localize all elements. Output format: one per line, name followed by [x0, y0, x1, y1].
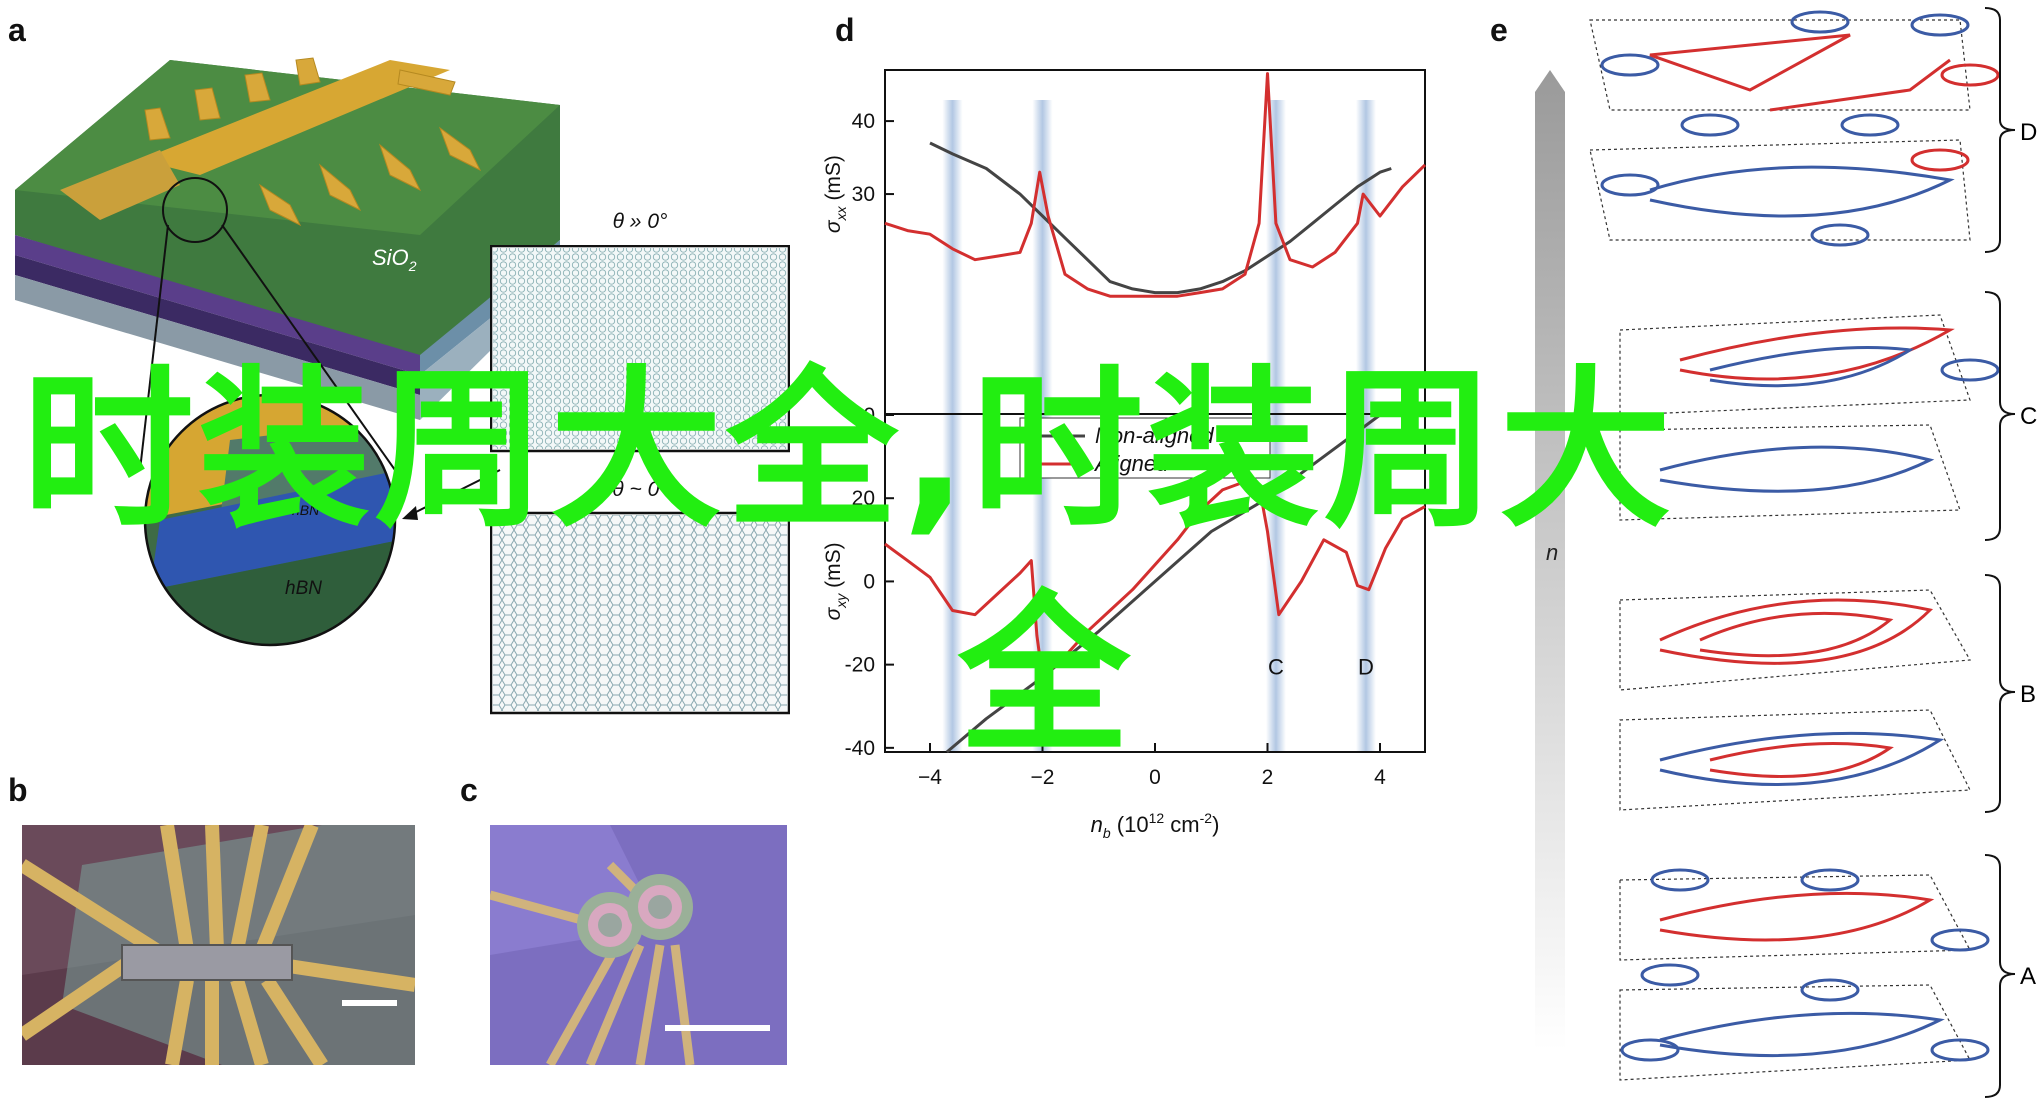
contour-lobe: [1940, 358, 2000, 382]
y-tick-label-upper: 40: [852, 110, 875, 133]
panel-label-d: d: [835, 12, 855, 48]
panel-label-c: c: [460, 772, 478, 808]
contour-line: [1659, 598, 1934, 665]
panel-label-a: a: [8, 12, 26, 48]
watermark-overlay-line2: 全: [958, 575, 1134, 776]
contour-line: [1709, 346, 1915, 388]
substrate-label: SiO2: [372, 245, 417, 274]
contour-frame: [1619, 589, 1971, 691]
contour-lobe: [1600, 173, 1660, 197]
contour-lobe: [1620, 1038, 1680, 1062]
contour-frame: [1619, 874, 1971, 961]
contour-line: [1709, 742, 1894, 778]
series-line-lower-aligned: [884, 480, 1426, 679]
contour-line: [1659, 445, 1935, 493]
contour-lobe: [1930, 1038, 1990, 1062]
contour-lobe: [1810, 223, 1870, 247]
device-schematic: SiO2 hBN hBN: [15, 57, 560, 647]
panel-label-b: b: [8, 772, 28, 808]
watermark-overlay-line1: 时装周大全,时装周大: [22, 350, 1676, 551]
contour-line: [1649, 33, 1851, 92]
moire-patterns: [490, 245, 790, 715]
contour-line: [1679, 326, 1955, 381]
x-tick-label: 4: [1374, 766, 1386, 789]
device-micrograph-c: [490, 825, 787, 1065]
group-label-c: C: [2020, 403, 2037, 430]
contour-line: [1659, 891, 1935, 942]
contour-lobe: [1800, 868, 1860, 892]
hbn-label-top: hBN: [292, 502, 320, 518]
x-axis-label: nb (1012 cm-2): [1091, 810, 1220, 841]
x-tick-label: −4: [918, 766, 942, 789]
group-label-b: B: [2020, 681, 2036, 708]
series-line-upper-aligned: [884, 72, 1427, 298]
legend-label: Aligned: [1093, 451, 1169, 476]
y-axis-label-upper: σxx (mS): [822, 155, 849, 233]
contour-line: [1659, 731, 1945, 786]
contour-lobe: [1680, 113, 1740, 137]
contour-frame: [1619, 984, 1971, 1081]
contour-lobe: [1940, 63, 2000, 87]
y-axis-label-lower: σxy (mS): [822, 542, 849, 620]
highlight-label-d: D: [1358, 655, 1374, 680]
density-arrow-label: n: [1546, 540, 1558, 565]
contour-lobe: [1800, 978, 1860, 1002]
device-micrograph-b: [22, 825, 415, 1065]
transport-chart: −4 −2 0 2 4nb (1012 cm-2)4030-40-2002040σxx …: [822, 69, 1427, 841]
contour-frame: [1619, 314, 1971, 416]
hbn-label: hBN: [285, 578, 322, 599]
contour-frame: [1589, 139, 1971, 241]
density-arrow: [1535, 70, 1565, 1050]
legend-box: [1019, 417, 1271, 479]
highlight-label-c: C: [1268, 655, 1284, 680]
contour-line: [1699, 611, 1894, 658]
contour-frame: [1619, 709, 1971, 811]
moire-top-title: θ » 0°: [612, 210, 668, 233]
contour-lobe: [1840, 113, 1900, 137]
contour-frame: [1589, 19, 1971, 111]
legend-label: Non-aligned: [1095, 423, 1214, 448]
contour-line: [1659, 1011, 1945, 1058]
contour-lobe: [1600, 53, 1660, 77]
y-tick-label-lower: -40: [845, 737, 875, 760]
series-line-upper-non-aligned: [929, 141, 1392, 295]
contour-lobe: [1930, 928, 1990, 952]
highlight-stripe: [942, 100, 963, 752]
contour-lobe: [1910, 148, 1970, 172]
magnified-view: [145, 395, 395, 645]
y-tick-label-upper: 30: [852, 183, 875, 206]
y-tick-label-lower: 20: [852, 487, 875, 510]
contour-lobe: [1640, 963, 1700, 987]
y-tick-label-lower: 0: [863, 570, 875, 593]
y-tick-label-lower: 40: [852, 404, 875, 427]
contour-lobe: [1790, 10, 1850, 34]
contour-lobe: [1910, 13, 1970, 37]
panel-label-e: e: [1490, 12, 1508, 48]
group-label-d: D: [2020, 119, 2037, 146]
contour-line: [1769, 58, 1951, 112]
group-label-a: A: [2020, 963, 2036, 990]
x-tick-label: −2: [1031, 766, 1055, 789]
contour-line: [1649, 165, 1955, 218]
contour-frame: [1619, 424, 1961, 521]
highlight-stripe: [1265, 100, 1286, 752]
y-tick-label-lower: -20: [845, 654, 875, 677]
moire-bottom-title: θ ~ 0°: [612, 478, 668, 501]
x-tick-label: 0: [1149, 766, 1161, 789]
fermi-contour-diagrams: n D C B A: [1535, 7, 2037, 1098]
x-tick-label: 2: [1262, 766, 1274, 789]
contour-lobe: [1650, 868, 1710, 892]
series-line-lower-non-aligned: [945, 405, 1393, 754]
